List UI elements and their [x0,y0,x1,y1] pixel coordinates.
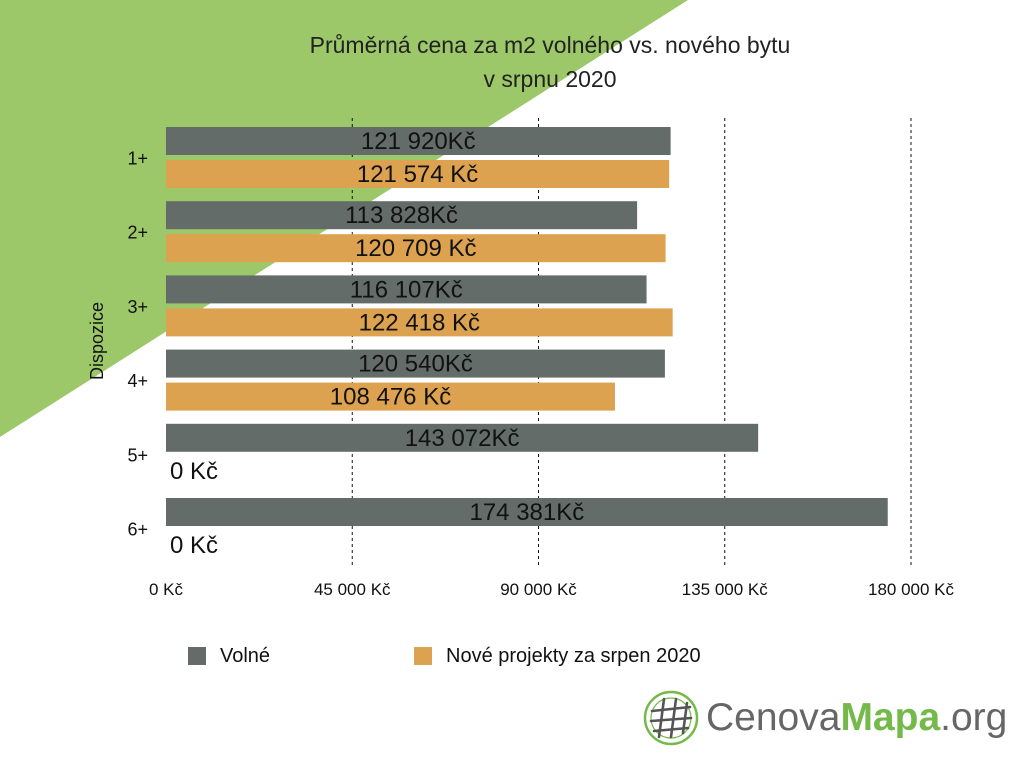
bar-free-4 [166,423,759,452]
bar-free-1 [166,201,638,230]
logo-wordmark: CenovaMapa.org [706,688,1007,748]
bar-chart: 121 920Kč 121 574 Kč 113 828Kč 120 709 Kč 11… [87,118,955,600]
bar-free-5 [166,498,888,526]
x-tick-label-0: 0 Kč [149,580,184,599]
value-label-free-1: 113 828Kč [345,202,458,229]
bar-labels: 121 920Kč 121 574 Kč 113 828Kč 120 709 Kč 11… [170,128,584,559]
value-label-new-3: 108 476 Kč [330,384,451,411]
category-label-0: 1+ [127,149,148,169]
bars [166,127,888,526]
legend-item-free: Volné [188,642,270,670]
value-label-free-3: 120 540Kč [358,351,473,378]
y-axis-title: Dispozice [87,302,107,380]
value-label-new-0: 121 574 Kč [357,161,478,188]
legend-swatch-new [414,647,432,665]
value-label-free-5: 174 381Kč [469,499,584,526]
legend-swatch-free [188,647,206,665]
value-label-new-4: 0 Kč [170,458,218,485]
bar-free-3 [166,349,665,378]
bar-free-0 [166,127,671,155]
axes: 1+ 2+ 3+ 4+ 5+ 6+ 0 Kč 45 000 Kč 90 000 Kč 135 00… [87,149,955,600]
category-label-5: 6+ [127,520,148,540]
bar-new-0 [166,160,670,188]
bar-new-2 [166,308,673,337]
x-tick-label-3: 135 000 Kč [682,580,769,599]
chart-subtitle: v srpnu 2020 [483,66,617,92]
x-tick-label-2: 90 000 Kč [500,580,577,599]
bar-new-3 [166,382,615,411]
x-tick-label-4: 180 000 Kč [868,580,955,599]
legend-label-free: Volné [220,644,271,667]
chart-title: Průměrná cena za m2 volného vs. nového b… [309,32,791,58]
cenovamapa-logo: CenovaMapa.org [642,688,1007,748]
category-label-2: 3+ [127,297,148,317]
bar-free-2 [166,275,647,304]
legend-item-new: Nové projekty za srpen 2020 [414,642,701,670]
logo-text-mapa: Mapa [840,696,941,739]
gridlines [351,118,912,565]
value-label-free-4: 143 072Kč [405,425,520,452]
value-label-new-2: 122 418 Kč [359,309,480,336]
value-label-new-1: 120 709 Kč [355,235,476,262]
value-label-free-0: 121 920Kč [361,128,476,155]
category-label-4: 5+ [127,445,148,465]
value-label-new-5: 0 Kč [170,532,218,559]
value-label-free-2: 116 107Kč [350,276,463,303]
logo-text-org: .org [940,696,1008,739]
x-tick-label-1: 45 000 Kč [314,580,391,599]
category-label-3: 4+ [127,371,148,391]
bar-new-1 [166,234,666,263]
globe-grid-icon [643,690,699,746]
logo-text-cenova: Cenova [706,696,841,739]
category-label-1: 2+ [127,223,148,243]
legend-label-new: Nové projekty za srpen 2020 [446,644,701,667]
